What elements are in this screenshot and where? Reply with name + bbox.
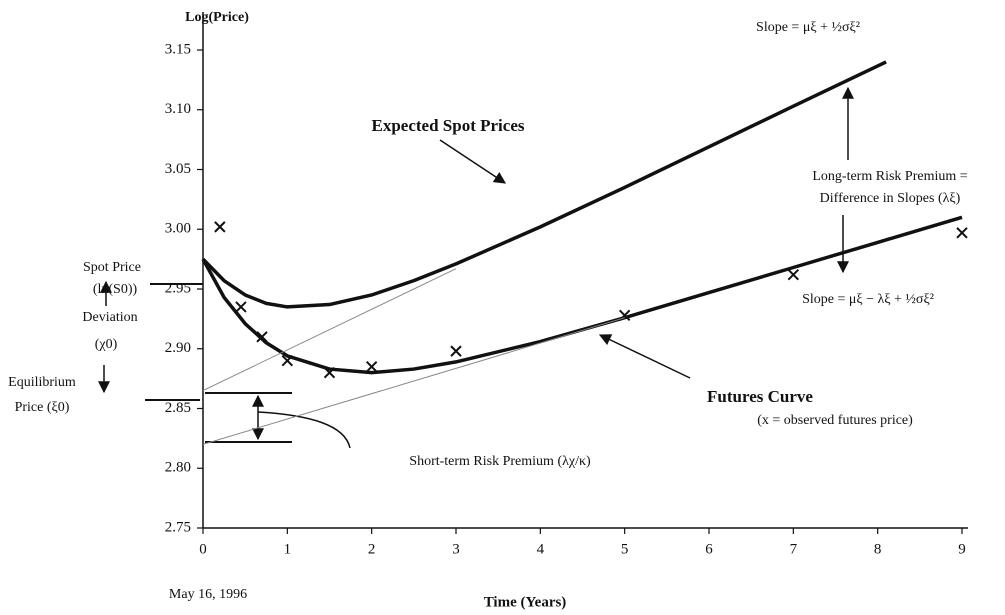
observed-marker xyxy=(256,331,268,343)
annotation: Long-term Risk Premium = xyxy=(812,169,967,184)
y-tick-label: 2.75 xyxy=(165,519,191,535)
annotation: (ln(S0)) xyxy=(93,282,138,297)
annotation: Price (ξ0) xyxy=(15,400,70,415)
annotation-arrows xyxy=(98,86,854,449)
x-tick-label: 5 xyxy=(621,541,629,557)
y-tick-label: 3.15 xyxy=(165,41,191,57)
observed-marker xyxy=(787,268,800,281)
observed-marker xyxy=(214,221,226,233)
series-line xyxy=(201,215,963,375)
observed-marker xyxy=(323,366,336,379)
x-tick-label: 6 xyxy=(705,541,713,557)
annotation: Slope = μξ − λξ + ½σξ² xyxy=(802,292,934,307)
observed-marker xyxy=(956,227,968,239)
date-label: May 16, 1996 xyxy=(169,587,247,602)
spot-label: Expected Spot Prices xyxy=(372,116,525,135)
annotation: Equilibrium xyxy=(8,375,76,390)
x-tick-label: 4 xyxy=(537,541,545,557)
annotation: Deviation xyxy=(82,310,137,325)
annotation: Slope = μξ + ½σξ² xyxy=(756,20,860,35)
observed-label: (x = observed futures price) xyxy=(757,413,913,428)
y-tick-label: 2.85 xyxy=(165,400,191,416)
annotation: Spot Price xyxy=(83,260,141,275)
x-axis-label: Time (Years) xyxy=(484,594,567,610)
x-tick-label: 2 xyxy=(368,541,376,557)
y-tick-label: 2.90 xyxy=(165,340,191,356)
x-tick-label: 8 xyxy=(874,541,882,557)
annotation: Difference in Slopes (λξ) xyxy=(820,191,961,206)
asymptote-line xyxy=(202,317,625,445)
observed-marker xyxy=(365,360,378,373)
x-tick-label: 0 xyxy=(199,541,207,557)
x-tick-label: 1 xyxy=(284,541,292,557)
y-tick-label: 2.80 xyxy=(165,460,191,476)
y-axis-label: Log(Price) xyxy=(185,10,249,25)
y-tick-label: 3.00 xyxy=(165,221,191,237)
observed-marker xyxy=(235,301,247,313)
x-tick-label: 7 xyxy=(790,541,798,557)
annotation: (χ0) xyxy=(95,337,118,352)
futures-label: Futures Curve xyxy=(707,387,813,406)
y-tick-label: 3.05 xyxy=(165,161,191,177)
y-tick-label: 2.95 xyxy=(165,280,191,296)
observed-marker xyxy=(281,354,294,367)
annotation: Short-term Risk Premium (λχ/κ) xyxy=(409,454,591,469)
series-line xyxy=(201,60,887,309)
x-tick-label: 9 xyxy=(958,541,966,557)
observed-marker xyxy=(450,345,462,357)
y-tick-label: 3.10 xyxy=(165,101,191,117)
x-tick-label: 3 xyxy=(452,541,460,557)
asymptote-line xyxy=(202,268,457,392)
